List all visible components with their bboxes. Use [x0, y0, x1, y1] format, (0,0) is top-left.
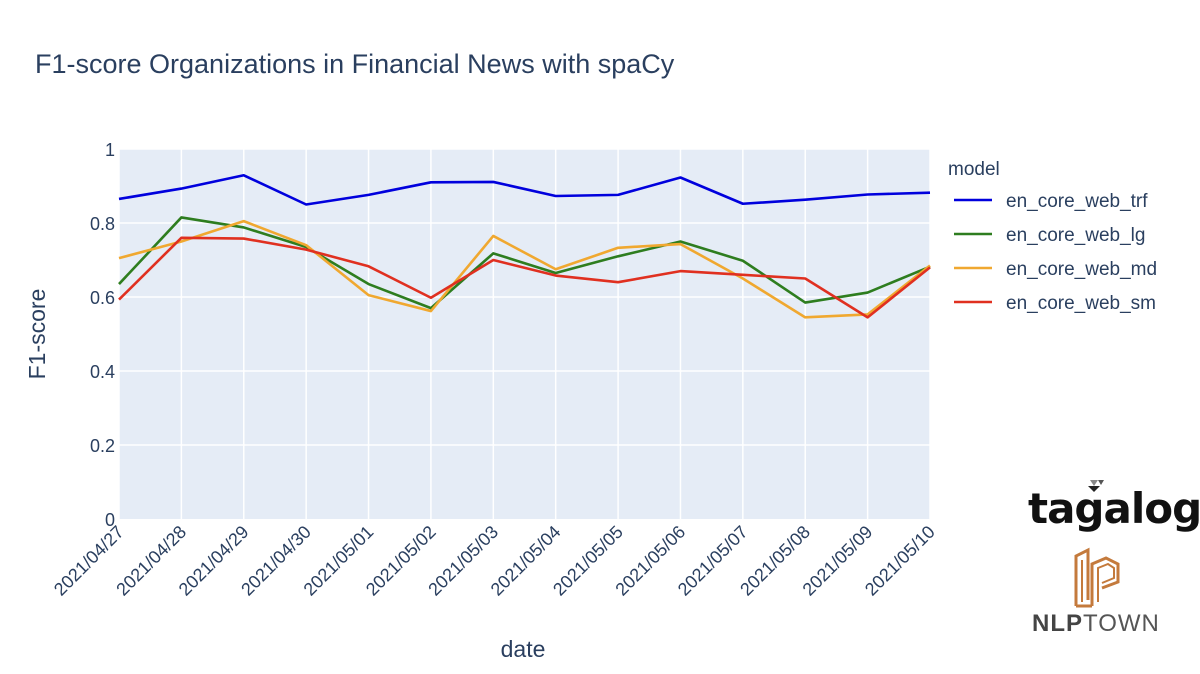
legend-title: model — [948, 159, 1000, 180]
plot-area — [119, 149, 930, 519]
tagalog-logo — [1088, 480, 1104, 492]
legend-entry-en_core_web_lg: en_core_web_lg — [1006, 225, 1145, 246]
y-tick-label: 0.2 — [90, 436, 115, 456]
x-gridlines — [118, 149, 931, 519]
legend-entry-en_core_web_md: en_core_web_md — [1006, 259, 1157, 280]
y-axis-title: F1-score — [24, 289, 50, 380]
series-line-en_core_web_sm — [118, 236, 931, 319]
y-tick-label: 0.6 — [90, 288, 115, 308]
series-line-en_core_web_md — [118, 219, 931, 319]
legend-entry-en_core_web_sm: en_core_web_sm — [1006, 293, 1156, 314]
y-tick-label: 0.4 — [90, 362, 115, 382]
nlptown-logo-text: NLPTOWN — [1032, 610, 1160, 637]
tagalog-logo-text: tagalog — [1028, 484, 1200, 533]
series-lines — [118, 173, 931, 319]
y-tick-labels: 0 0.2 0.4 0.6 0.8 1 — [90, 140, 115, 530]
tagalog-logo-mark-icon — [1090, 480, 1098, 486]
legend: model en_core_web_trf en_core_web_lg en_co… — [948, 159, 1157, 314]
nlptown-logo-mark-icon — [1074, 547, 1120, 608]
y-tick-label: 1 — [105, 140, 115, 160]
series-line-en_core_web_lg — [118, 216, 931, 310]
chart-title: F1-score Organizations in Financial News… — [35, 49, 675, 79]
y-tick-label: 0 — [105, 510, 115, 530]
x-axis-title: date — [501, 636, 546, 662]
y-tick-label: 0.8 — [90, 214, 115, 234]
legend-entry-en_core_web_trf: en_core_web_trf — [1006, 191, 1148, 212]
nlptown-logo — [1074, 547, 1120, 608]
series-line-en_core_web_trf — [118, 173, 931, 206]
x-tick-labels: 2021/04/272021/04/282021/04/292021/04/30… — [50, 522, 939, 600]
